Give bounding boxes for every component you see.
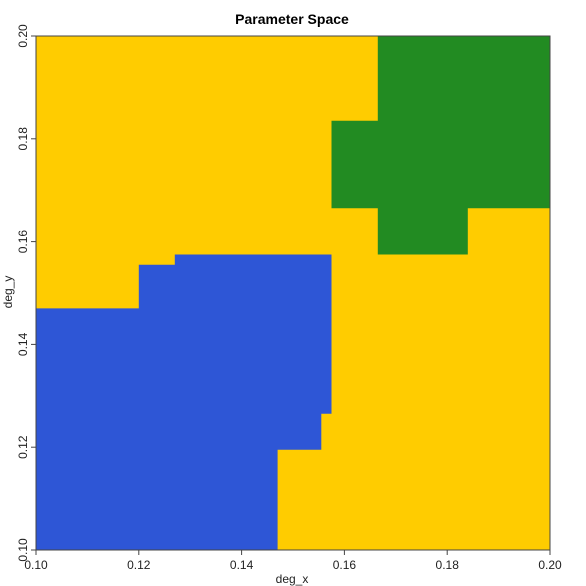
x-axis-label: deg_x bbox=[276, 572, 309, 586]
y-tick-label: 0.14 bbox=[16, 332, 30, 356]
y-tick-label: 0.16 bbox=[16, 230, 30, 254]
blue-region bbox=[36, 254, 332, 550]
x-tick-label: 0.14 bbox=[230, 558, 254, 572]
x-tick-label: 0.20 bbox=[538, 558, 562, 572]
x-tick-label: 0.16 bbox=[333, 558, 357, 572]
y-axis-label: deg_y bbox=[1, 276, 15, 309]
plot-area bbox=[35, 35, 551, 551]
y-tick-label: 0.18 bbox=[16, 127, 30, 151]
y-tick-label: 0.10 bbox=[16, 538, 30, 562]
chart-title: Parameter Space bbox=[235, 11, 349, 27]
x-axis: 0.10 0.12 0.14 0.16 0.18 0.20 bbox=[24, 550, 562, 572]
y-tick-label: 0.12 bbox=[16, 435, 30, 459]
x-tick-label: 0.18 bbox=[436, 558, 460, 572]
y-tick-label: 0.20 bbox=[16, 24, 30, 48]
y-axis: 0.10 0.12 0.14 0.16 0.18 0.20 bbox=[16, 24, 36, 562]
x-tick-label: 0.10 bbox=[24, 558, 48, 572]
x-tick-label: 0.12 bbox=[127, 558, 151, 572]
plot-frame bbox=[35, 35, 551, 551]
green-region bbox=[331, 36, 550, 255]
